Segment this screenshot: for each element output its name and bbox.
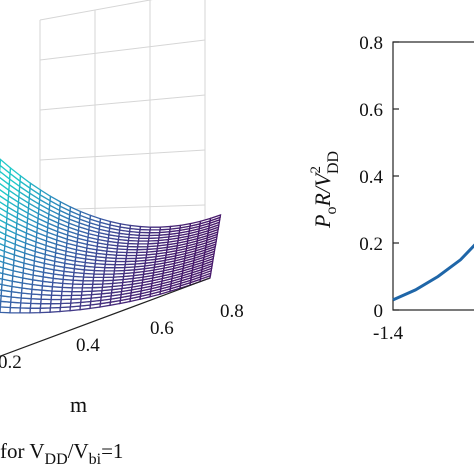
- m-axis-line: [0, 277, 211, 357]
- y-tick-label: 0: [374, 301, 384, 322]
- ylabel-o: o: [323, 207, 340, 215]
- surface-mesh: [0, 158, 222, 314]
- caption-sub-dd: DD: [45, 451, 68, 468]
- surface-patch: [149, 226, 162, 231]
- caption-suffix: =1: [101, 439, 123, 463]
- grid-line: [39, 149, 206, 161]
- grid-line: [39, 94, 206, 111]
- y-tick-label: 0.4: [359, 167, 383, 188]
- surface-patch: [139, 225, 152, 231]
- plot-box-grid: [39, 0, 206, 278]
- ylabel-r: R/V: [310, 171, 335, 208]
- caption-prefix: for V: [0, 439, 45, 463]
- surface-patch: [159, 225, 172, 231]
- y-tick-label: 0.6: [359, 100, 383, 121]
- plot-area-frame: [392, 41, 474, 311]
- surface-patch: [169, 224, 182, 230]
- m-axis-label: m: [70, 392, 87, 417]
- line-plot: 0 0.2 0.4 0.6 0.8 -1.4 PoR/V2DD: [308, 33, 474, 344]
- m-tick-label: 0.2: [0, 352, 22, 373]
- surface-patch: [209, 214, 222, 222]
- surface-patch: [39, 303, 52, 309]
- surface-patch: [119, 223, 132, 230]
- ylabel-p: P: [310, 215, 335, 229]
- x-tick-label: -1.4: [373, 323, 404, 344]
- m-axis: 0.2 0.4 0.6 0.8 m: [0, 277, 244, 417]
- m-tick-label: 0.4: [76, 335, 100, 356]
- m-tick-label: 0.8: [220, 301, 244, 322]
- y-axis-label: PoR/V2DD: [308, 151, 342, 229]
- ylabel-sup: 2: [308, 166, 324, 174]
- grid-line: [39, 0, 153, 21]
- surface-patch: [29, 307, 42, 314]
- caption-sub-bi: bi: [89, 451, 102, 468]
- series-line: [392, 243, 474, 302]
- figure-caption: for VDD/Vbi=1: [0, 439, 123, 468]
- surface-patch: [129, 224, 142, 231]
- m-tick-label: 0.6: [150, 318, 174, 339]
- surface-plot: 0.2 0.4 0.6 0.8 m for VDD/Vbi=1: [0, 0, 244, 468]
- y-axis: 0 0.2 0.4 0.6 0.8: [359, 33, 399, 322]
- y-tick-label: 0.2: [359, 234, 383, 255]
- caption-mid: /V: [68, 439, 89, 463]
- ylabel-sub: DD: [325, 151, 342, 174]
- grid-line: [39, 39, 206, 61]
- y-tick-label: 0.8: [359, 33, 383, 54]
